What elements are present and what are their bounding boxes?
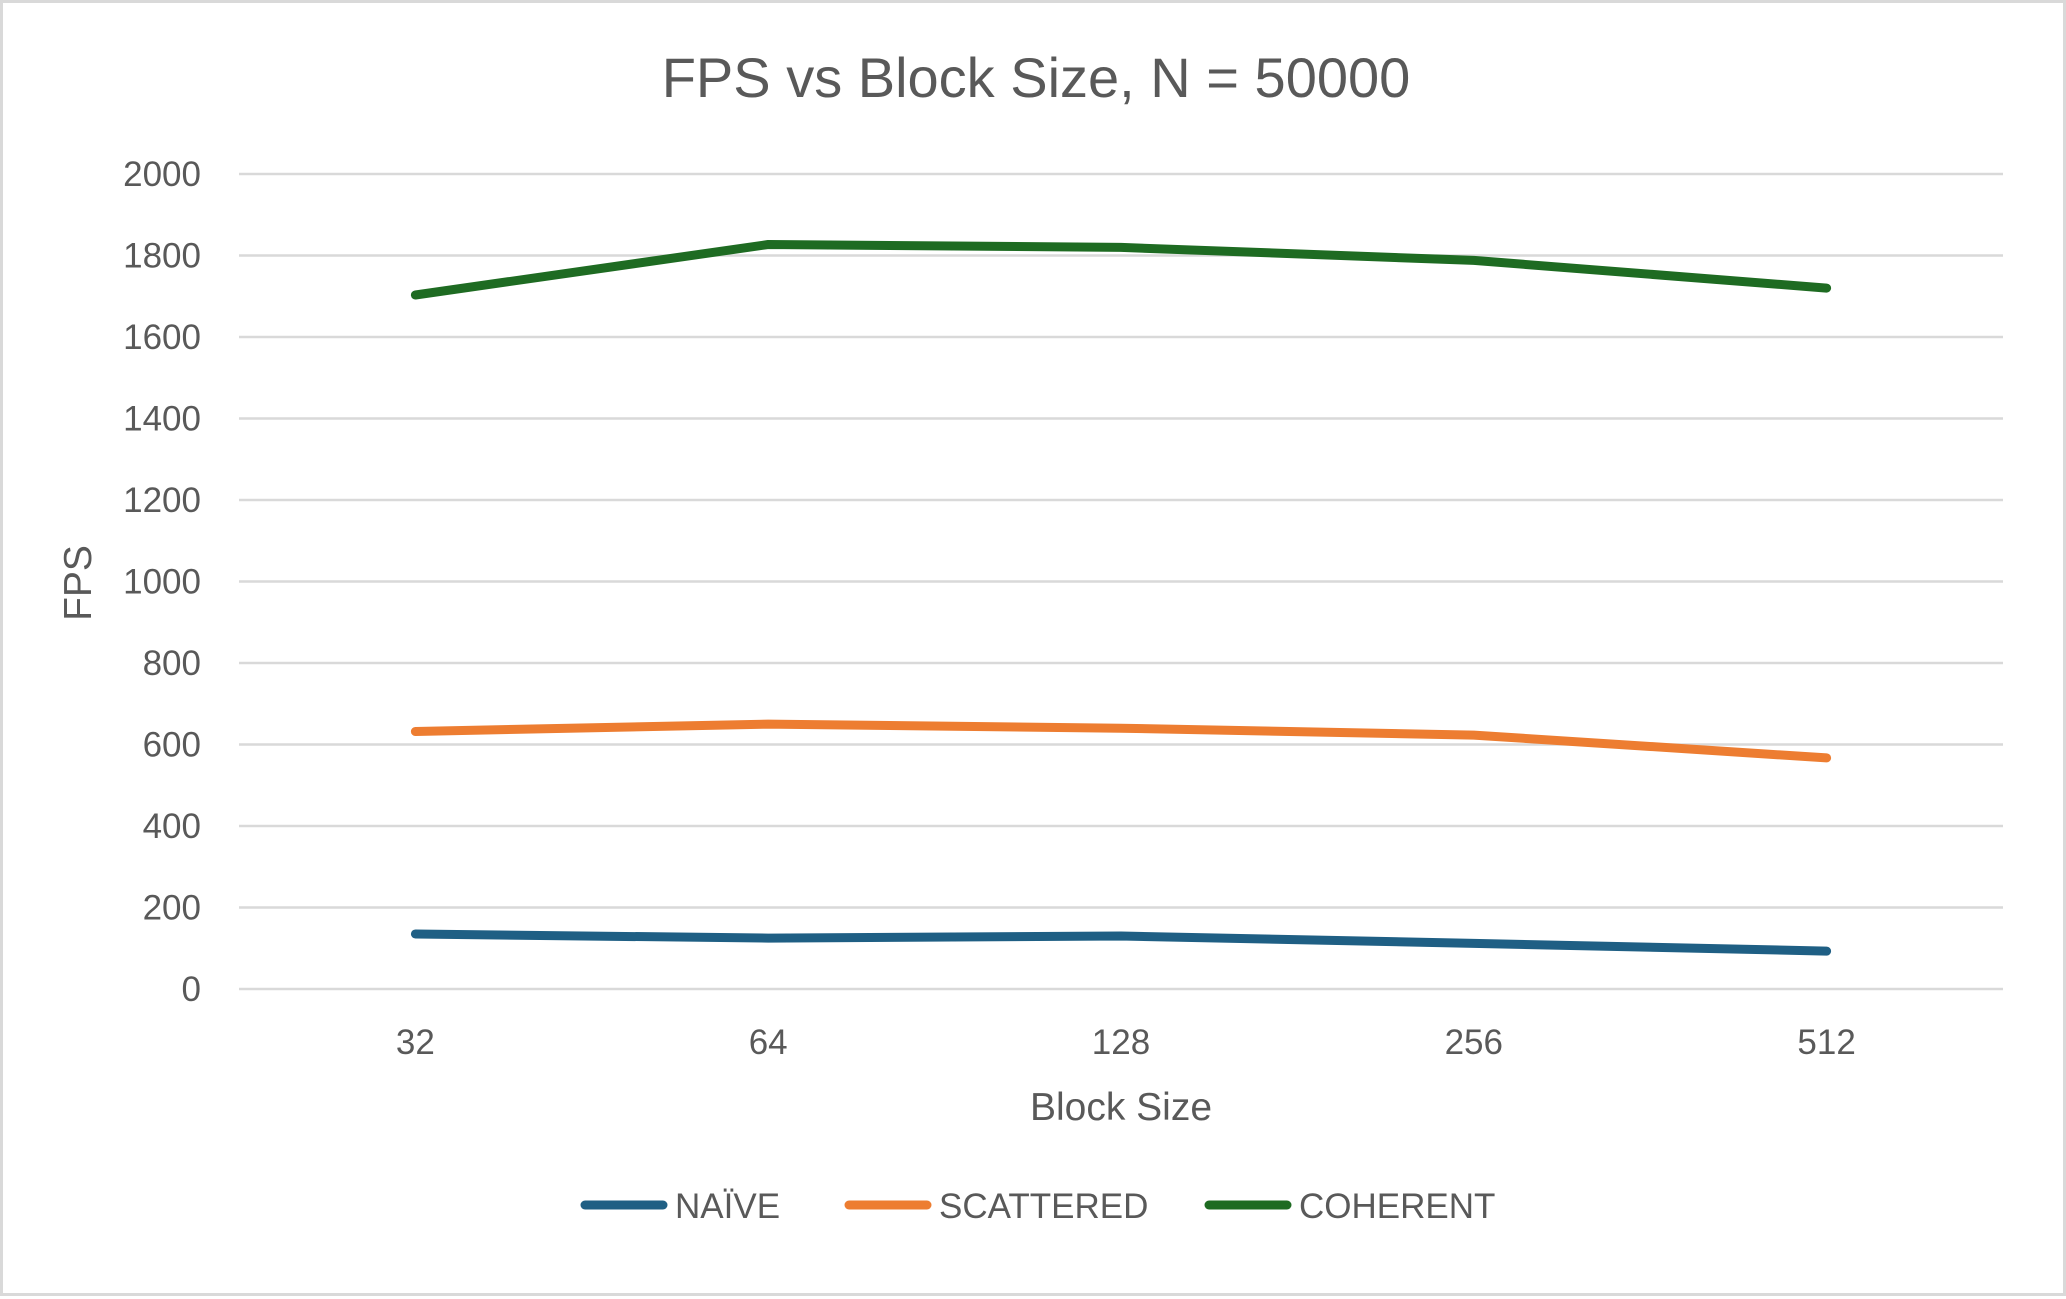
legend-label-1: SCATTERED [939, 1187, 1148, 1226]
y-tick-label: 1200 [123, 481, 201, 520]
series-line-0 [410, 929, 1832, 956]
y-tick-label: 1400 [123, 400, 201, 439]
y-tick-label: 400 [143, 807, 201, 846]
legend-label-0: NAÏVE [675, 1187, 780, 1226]
y-tick-label: 2000 [123, 155, 201, 194]
y-axis-ticks: 0 200 400 600 800 1000 1200 1400 1600 1800 2000 [123, 155, 201, 1009]
x-tick-label: 256 [1445, 1023, 1503, 1062]
x-tick-label: 32 [396, 1023, 435, 1062]
series-line-2 [410, 240, 1832, 300]
y-tick-label: 1000 [123, 563, 201, 602]
x-tick-label: 512 [1797, 1023, 1855, 1062]
y-tick-label: 1800 [123, 237, 201, 276]
gridlines [239, 172, 2003, 991]
y-tick-label: 1600 [123, 318, 201, 357]
x-axis-title: Block Size [1030, 1086, 1212, 1129]
chart-title: FPS vs Block Size, N = 50000 [662, 46, 1411, 109]
series-lines [410, 240, 1832, 956]
y-tick-label: 200 [143, 889, 201, 928]
x-tick-label: 64 [749, 1023, 788, 1062]
y-tick-label: 600 [143, 726, 201, 765]
legend-label-2: COHERENT [1299, 1187, 1495, 1226]
line-chart: FPS vs Block Size, N = 50000 0 200 400 600 8… [57, 46, 2003, 1226]
y-tick-label: 800 [143, 644, 201, 683]
legend: NAÏVE SCATTERED COHERENT [580, 1187, 1495, 1226]
x-tick-label: 128 [1092, 1023, 1150, 1062]
x-axis-ticks: 32 64 128 256 512 [396, 1023, 1856, 1062]
y-tick-label: 0 [182, 970, 201, 1009]
series-line-1 [410, 719, 1832, 763]
y-axis-title: FPS [57, 545, 100, 621]
